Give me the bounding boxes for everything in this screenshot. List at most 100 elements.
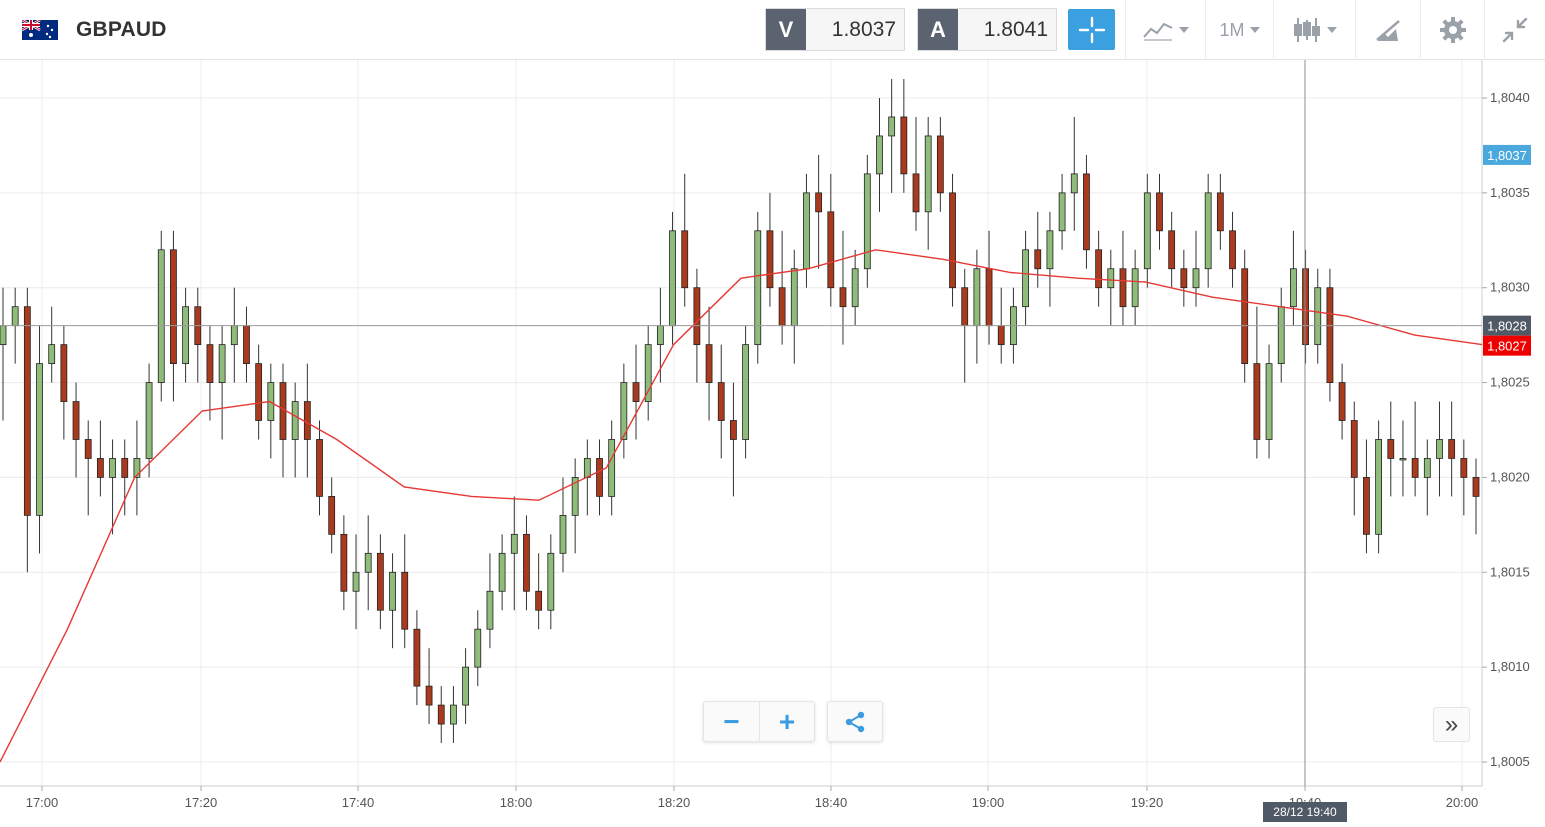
candle [170, 230, 177, 402]
candle [620, 363, 628, 459]
candle [1156, 173, 1163, 250]
candle-body-up [1277, 306, 1285, 364]
zoom-out-button[interactable]: − [723, 705, 740, 737]
settings-button[interactable] [1420, 0, 1484, 60]
candle [888, 79, 896, 193]
candle-body-up [0, 325, 7, 346]
candle-body-up [863, 173, 871, 270]
candle [742, 325, 749, 459]
candle [1083, 154, 1090, 269]
candle-body-up [620, 382, 628, 440]
candle [681, 173, 689, 307]
candle [1289, 230, 1297, 326]
candle-body-up [1423, 458, 1431, 478]
candle-body-down [170, 249, 177, 364]
candle-body-down [766, 230, 774, 289]
candle [96, 420, 104, 497]
timeframe-label: 1M [1219, 19, 1245, 40]
candle-body-up [36, 363, 43, 516]
candle [36, 325, 43, 554]
line-chart-icon [1143, 22, 1173, 41]
candle-body-down [1302, 268, 1309, 346]
candle-body-up [742, 344, 749, 440]
candle [535, 553, 543, 630]
candle [1168, 211, 1176, 288]
candle [279, 363, 287, 478]
y-tick-label: 1,8025 [1490, 375, 1530, 390]
collapse-chart-button[interactable] [1484, 0, 1545, 60]
candle-body-up [790, 268, 798, 327]
candle [1095, 230, 1103, 307]
candle-body-down [1083, 173, 1090, 251]
candlestick-chart-canvas[interactable]: 1,8040 1,8035 1,8030 1,8025 1,8020 1,8015 1,80… [0, 60, 1545, 827]
candle [1046, 211, 1054, 307]
candle-body-up [644, 344, 652, 402]
ma-price-label: 1,8027 [1487, 339, 1527, 354]
candle-body-down [827, 211, 835, 289]
candle [1058, 173, 1066, 250]
price-chart[interactable]: 1,8040 1,8035 1,8030 1,8025 1,8020 1,8015 1,80… [0, 60, 1545, 827]
candle [778, 230, 786, 345]
candle [803, 173, 810, 288]
candle-body-up [1058, 192, 1066, 232]
candle-body-down [1363, 477, 1370, 535]
candle-body-up [571, 477, 579, 516]
candle-body-down [376, 552, 384, 611]
candle-body-up [157, 249, 165, 383]
current-price-label-box [1483, 315, 1531, 336]
candle-body-up [583, 458, 591, 478]
candle-body-down [72, 401, 80, 440]
candle-body-up [656, 325, 664, 346]
candle-body-up [1289, 268, 1297, 308]
candle-body-down [413, 628, 421, 687]
y-tick-label: 1,8035 [1490, 185, 1530, 200]
candle [218, 325, 226, 440]
share-button[interactable] [827, 701, 883, 742]
timeframe-dropdown[interactable]: 1M [1205, 0, 1273, 60]
candle [1375, 420, 1383, 554]
chart-type-dropdown[interactable] [1125, 0, 1205, 60]
candle [815, 154, 823, 269]
current-price-label: 1,8028 [1487, 319, 1527, 334]
candle-body-down [900, 116, 908, 175]
collapse-arrows-icon [1502, 17, 1528, 43]
crosshair-toggle-button[interactable] [1068, 9, 1115, 50]
candle [1399, 420, 1407, 497]
ask-price-label-box [1483, 144, 1531, 165]
instrument-symbol: GBPAUD [76, 18, 167, 41]
candle [1448, 401, 1456, 497]
x-tick-label: 18:20 [658, 795, 691, 810]
candle [474, 610, 482, 687]
candle-body-up [669, 230, 676, 327]
scroll-to-latest-button[interactable]: » [1433, 707, 1470, 742]
candle-body-down [523, 533, 530, 592]
chevron-down-icon [1179, 27, 1189, 33]
candle-body-down [1241, 268, 1249, 364]
chevron-down-icon [1327, 27, 1337, 33]
ma-price-label-box [1483, 335, 1531, 356]
candle-body-up [48, 344, 56, 364]
candle-style-dropdown[interactable] [1273, 0, 1355, 60]
instrument-title: GBPAUD [22, 14, 167, 46]
candle-body-down [912, 173, 920, 213]
candle [303, 363, 311, 478]
candle-body-down [425, 685, 433, 706]
candle-body-down [596, 458, 603, 497]
candle-body-down [1180, 268, 1188, 289]
x-tick-label: 17:20 [185, 795, 218, 810]
drawing-tools-button[interactable] [1355, 0, 1420, 60]
candle [291, 382, 299, 478]
candle-body-down [1411, 458, 1419, 478]
sell-quote-button[interactable]: V 1.8037 [765, 8, 905, 51]
candle [1034, 211, 1042, 288]
candle [949, 173, 956, 307]
candle-body-down [1253, 363, 1261, 440]
candle [705, 306, 713, 421]
buy-quote-button[interactable]: A 1.8041 [917, 8, 1057, 51]
crosshair-time-badge: 28/12 19:40 [1263, 802, 1347, 822]
candle [60, 325, 68, 440]
zoom-in-button[interactable]: + [759, 702, 814, 741]
candle-body-down [1338, 382, 1346, 421]
candle-body-up [1131, 268, 1139, 308]
candle-body-down [778, 287, 786, 327]
